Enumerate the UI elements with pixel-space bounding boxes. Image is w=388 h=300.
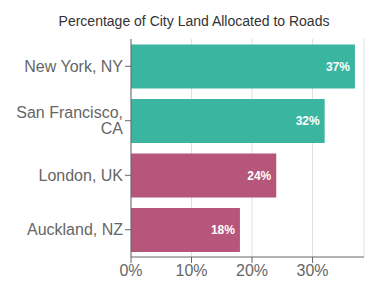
- svg-text:37%: 37%: [326, 60, 350, 74]
- svg-text:0%: 0%: [119, 262, 142, 279]
- html-text:Percentage of City Land Alloca: Percentage of City Land Allocated to Roa…: [58, 13, 330, 29]
- svg-text:New York, NY: New York, NY: [24, 58, 123, 75]
- svg-text:Auckland, NZ: Auckland, NZ: [27, 221, 123, 238]
- svg-text:32%: 32%: [296, 114, 320, 128]
- svg-text:24%: 24%: [247, 169, 271, 183]
- svg-text:30%: 30%: [297, 262, 329, 279]
- svg-text:20%: 20%: [236, 262, 268, 279]
- svg-text:10%: 10%: [176, 262, 208, 279]
- svg-text:London, UK: London, UK: [38, 167, 123, 184]
- svg-text:San Francisco,CA: San Francisco,CA: [16, 104, 123, 137]
- svg-text:18%: 18%: [211, 223, 235, 237]
